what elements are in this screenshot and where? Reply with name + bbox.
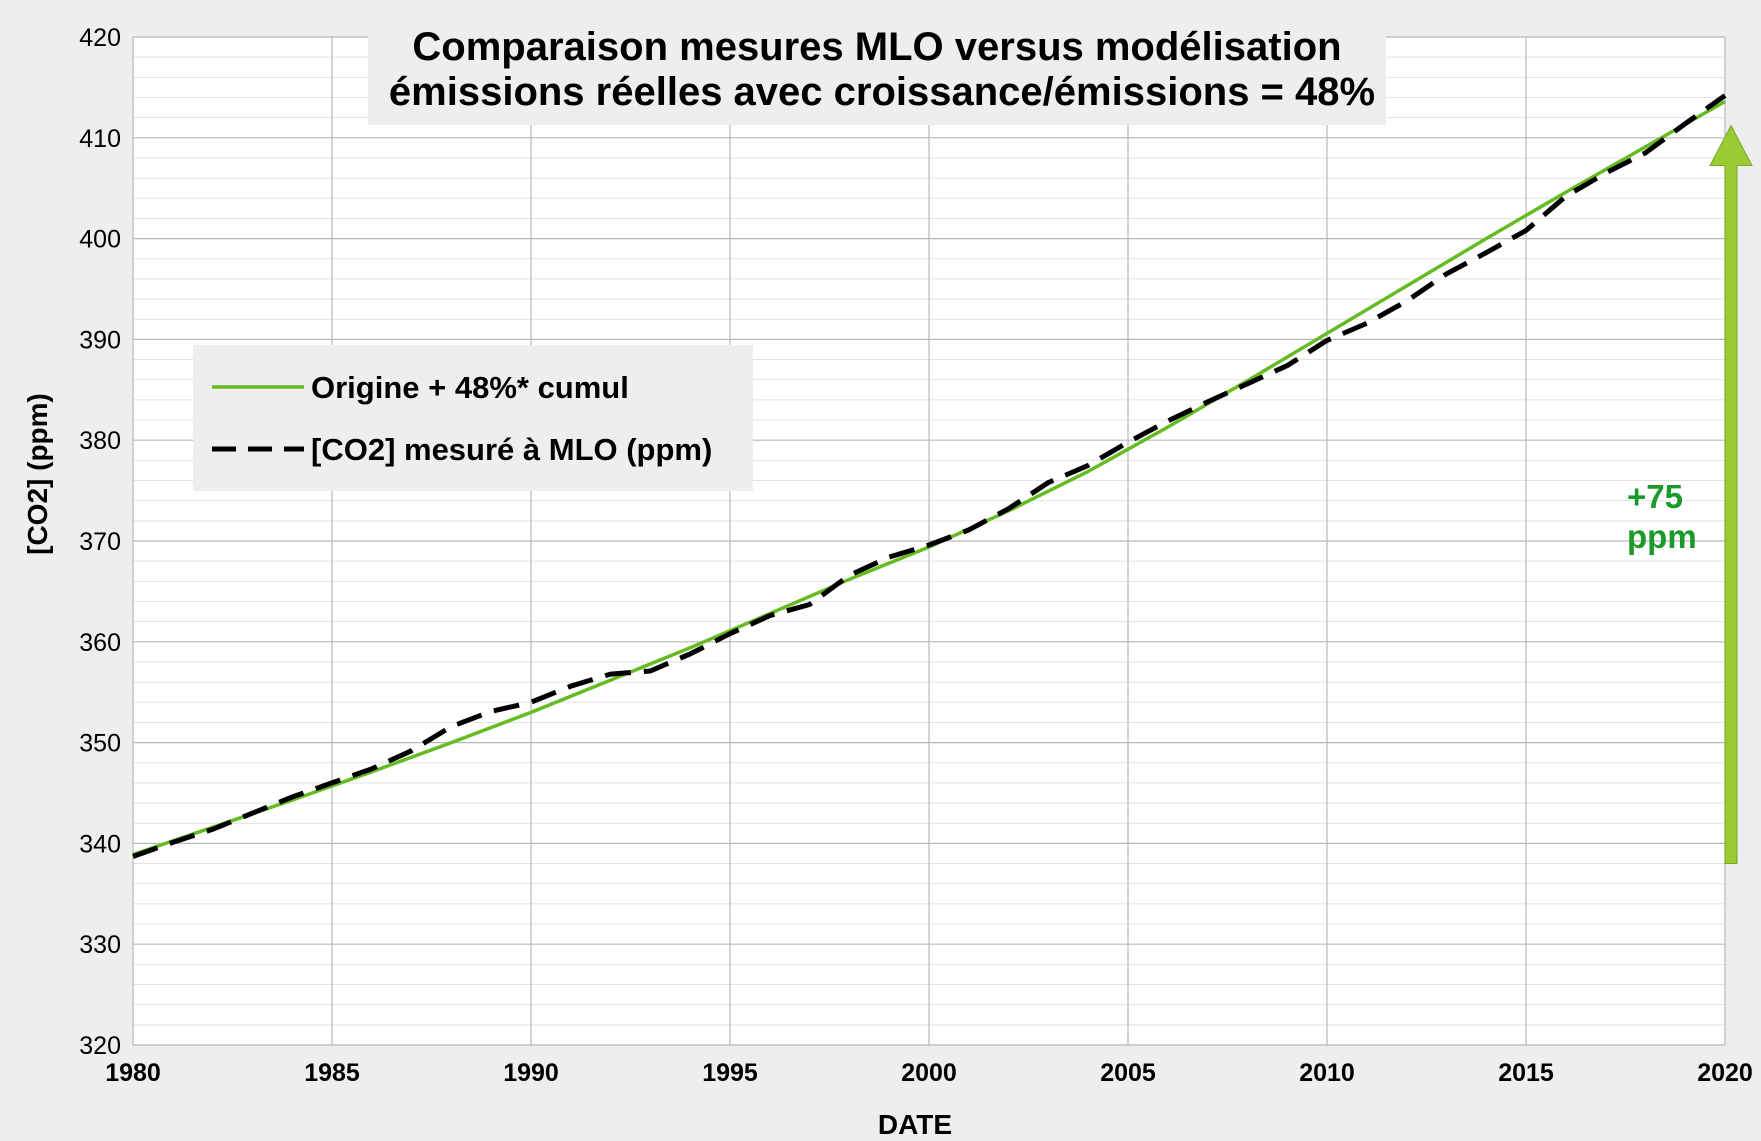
y-tick-label: 420 — [79, 24, 121, 52]
chart-title-line-2: émissions réelles avec croissance/émissi… — [389, 70, 1375, 114]
x-tick-label: 1980 — [105, 1059, 161, 1087]
y-tick-label: 410 — [79, 125, 121, 153]
series-layer — [132, 93, 1727, 859]
x-tick-label: 2005 — [1100, 1059, 1156, 1087]
y-axis-title: [CO2] (ppm) — [22, 393, 53, 555]
x-tick-label: 2015 — [1498, 1059, 1554, 1087]
y-tick-label: 350 — [79, 730, 121, 758]
x-tick-label: 1985 — [304, 1059, 360, 1087]
x-tick-label: 1995 — [702, 1059, 758, 1087]
legend-label-model: Origine + 48%* cumul — [311, 370, 629, 405]
y-tick-label: 390 — [79, 326, 121, 354]
legend-label-measured: [CO2] mesuré à MLO (ppm) — [311, 432, 712, 467]
x-axis-title: DATE — [878, 1109, 952, 1140]
y-tick-label: 400 — [79, 226, 121, 254]
annotation-unit: ppm — [1627, 518, 1697, 555]
y-tick-label: 380 — [79, 427, 121, 455]
x-tick-label: 2010 — [1299, 1059, 1355, 1087]
series-measured-line — [132, 93, 1727, 859]
legend-box — [193, 345, 753, 491]
annotation-value: +75 — [1627, 478, 1683, 515]
arrow-up-icon — [1709, 124, 1753, 865]
increase-arrow — [1709, 124, 1753, 865]
x-axis-ticks: 1980 1985 1990 1995 2000 2005 2010 2015 2020 — [105, 1059, 1753, 1087]
x-tick-label: 1990 — [503, 1059, 559, 1087]
y-tick-label: 340 — [79, 830, 121, 858]
x-tick-label: 2000 — [901, 1059, 957, 1087]
title-box — [368, 28, 1386, 125]
y-tick-label: 360 — [79, 629, 121, 657]
x-tick-label: 2020 — [1697, 1059, 1753, 1087]
y-axis-ticks: 320 330 340 350 360 370 380 390 400 410 420 — [79, 24, 121, 1060]
chart-title-line-1: Comparaison mesures MLO versus modélisat… — [412, 25, 1341, 69]
y-tick-label: 320 — [79, 1032, 121, 1060]
y-tick-label: 330 — [79, 931, 121, 959]
y-tick-label: 370 — [79, 528, 121, 556]
